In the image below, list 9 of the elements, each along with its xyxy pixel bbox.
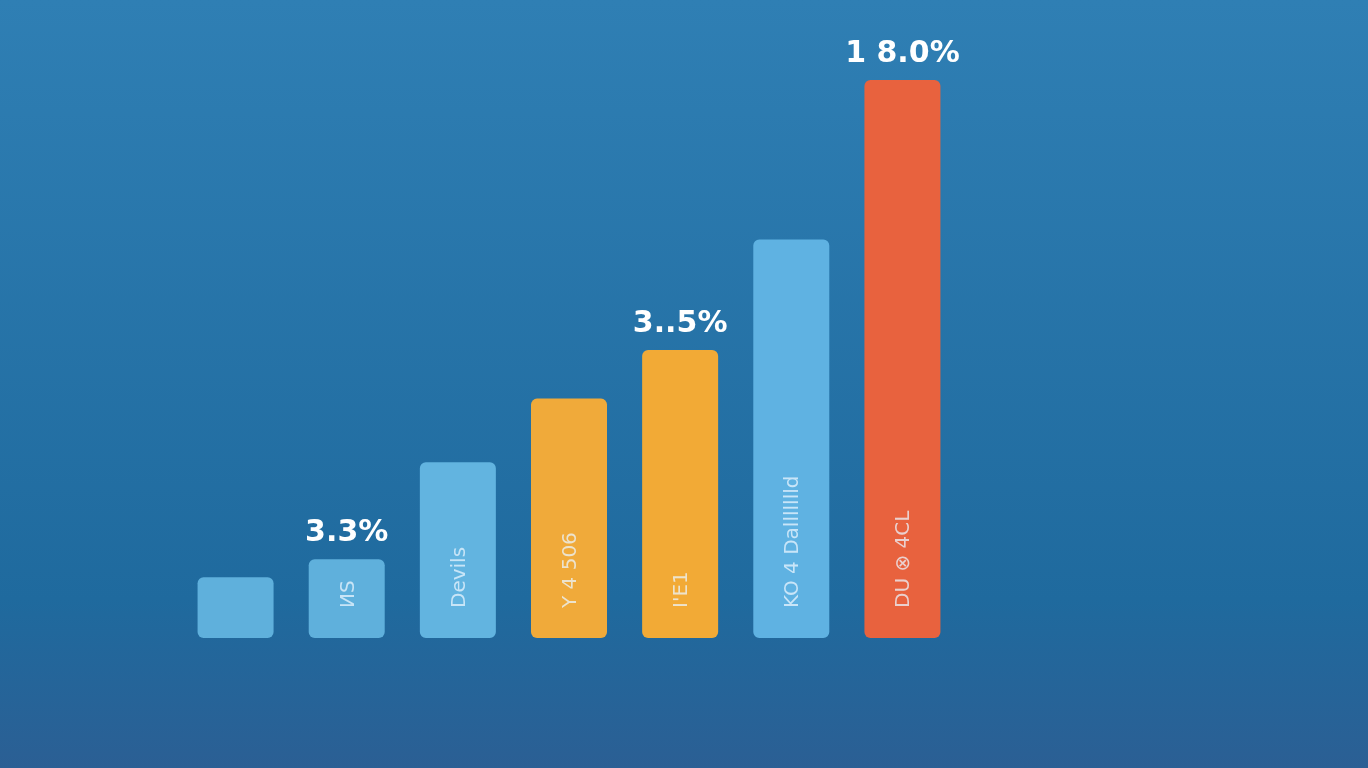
x-tick-label: I'E1 [668,571,693,608]
annotation: 3..5% [632,303,728,339]
x-tick-label: Y 4 506 [557,532,581,609]
annotation: 3.3% [305,512,389,548]
x-tick-label: ИS [334,580,359,608]
x-tick-label: Devils [445,546,470,608]
annotation: 1 8.0% [845,33,960,69]
x-tick-label: DU ⊗ 4CL [890,509,915,608]
x-tick-label: KO 4 Dallllllld [779,475,804,608]
